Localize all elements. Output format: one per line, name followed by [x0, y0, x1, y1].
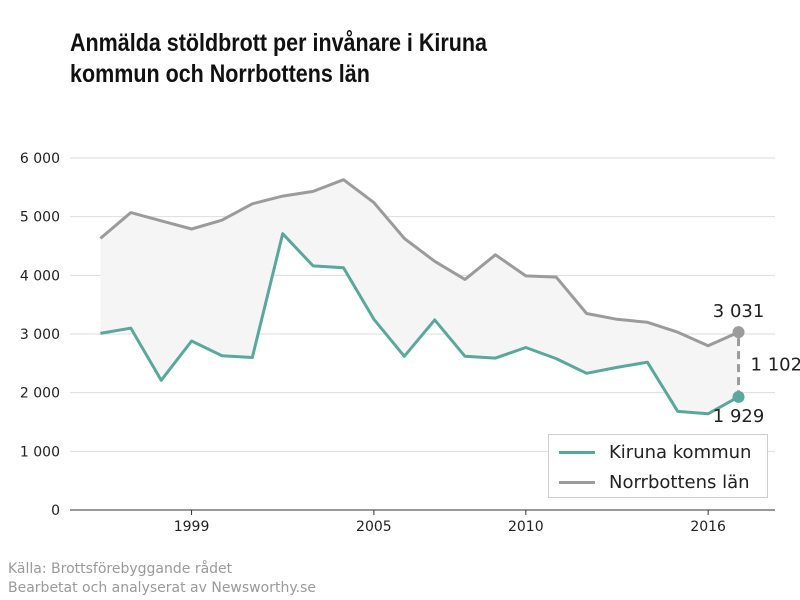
- source-line-2: Bearbetat och analyserat av Newsworthy.s…: [8, 580, 316, 596]
- chart-legend: Kiruna kommun Norrbottens län: [548, 434, 768, 498]
- chart-title: Anmälda stöldbrott per invånare i Kiruna…: [70, 28, 552, 90]
- y-tick-label: 0: [51, 503, 60, 519]
- x-tick-label: 2016: [690, 519, 726, 535]
- source-note: Källa: Brottsförebyggande rådet Bearbeta…: [8, 560, 316, 598]
- x-tick-label: 1999: [174, 519, 210, 535]
- legend-swatch-kiruna: [559, 450, 595, 454]
- series-line-norrbotten: [99, 178, 740, 348]
- legend-item-kiruna: Kiruna kommun: [559, 438, 751, 466]
- end-point-norrbotten: [732, 326, 745, 339]
- y-tick-label: 4 000: [20, 268, 60, 284]
- chart-title-line-2: kommun och Norrbottens län: [70, 60, 370, 88]
- end-label-kiruna: 1 929: [713, 406, 765, 427]
- end-point-kiruna: [732, 390, 745, 403]
- end-label-norrbotten: 3 031: [713, 301, 765, 322]
- difference-area: [100, 179, 739, 414]
- legend-label-norrbotten: Norrbottens län: [609, 471, 750, 493]
- chart-title-line-1: Anmälda stöldbrott per invånare i Kiruna: [70, 29, 487, 57]
- series-line-kiruna: [100, 232, 740, 416]
- source-line-1: Källa: Brottsförebyggande rådet: [8, 561, 233, 577]
- y-tick-label: 5 000: [20, 210, 60, 226]
- difference-label: 1 102: [751, 355, 800, 376]
- y-tick-label: 2 000: [20, 386, 60, 402]
- y-tick-label: 6 000: [20, 151, 60, 167]
- y-tick-label: 1 000: [20, 444, 60, 460]
- x-tick-label: 2010: [508, 519, 544, 535]
- legend-item-norrbotten: Norrbottens län: [559, 468, 750, 496]
- x-tick-label: 2005: [356, 519, 392, 535]
- legend-label-kiruna: Kiruna kommun: [609, 441, 752, 463]
- legend-swatch-norrbotten: [559, 480, 595, 484]
- y-tick-label: 3 000: [20, 327, 60, 343]
